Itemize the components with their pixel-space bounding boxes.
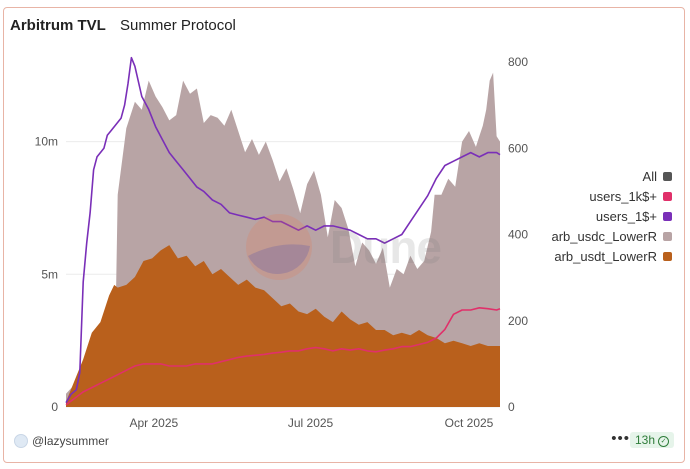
y-right-tick-label: 800: [508, 55, 528, 69]
refresh-age-text: 13h: [634, 433, 655, 447]
legend-item-arb-usdt[interactable]: arb_usdt_LowerR: [551, 246, 672, 266]
legend-swatch-arb-usdt: [663, 251, 672, 261]
dune-logo-icon: [246, 214, 312, 280]
chart-legend: All users_1k$+ users_1$+ arb_usdc_LowerR…: [551, 166, 672, 266]
avatar[interactable]: [14, 434, 28, 448]
legend-item-users-1[interactable]: users_1$+: [551, 206, 672, 226]
legend-item-users-1k[interactable]: users_1k$+: [551, 186, 672, 206]
refresh-age-badge[interactable]: 13h ✓: [629, 432, 674, 448]
legend-label: All: [642, 168, 657, 184]
card-footer: @lazysummer ••• 13h ✓: [14, 430, 680, 452]
y-right-tick-label: 0: [508, 400, 515, 414]
x-tick-label: Apr 2025: [129, 416, 178, 430]
legend-swatch-arb-usdc: [663, 231, 672, 241]
more-options-button[interactable]: •••: [611, 430, 630, 447]
y-right-tick-label: 200: [508, 314, 528, 328]
chart-title: Arbitrum TVL: [10, 17, 106, 34]
y-left-tick-label: 10m: [35, 135, 58, 149]
x-tick-label: Oct 2025: [445, 416, 494, 430]
y-right-tick-label: 600: [508, 141, 528, 155]
legend-item-arb-usdc[interactable]: arb_usdc_LowerR: [551, 226, 672, 246]
line-users-1: [65, 56, 501, 404]
y-left-tick-label: 5m: [41, 267, 58, 281]
line-users-1k: [65, 307, 501, 406]
y-right-tick-label: 400: [508, 228, 528, 242]
x-tick-label: Jul 2025: [288, 416, 334, 430]
author-handle[interactable]: @lazysummer: [32, 434, 109, 448]
legend-swatch-all: [663, 171, 672, 181]
check-circle-icon: ✓: [658, 436, 669, 447]
legend-label: arb_usdt_LowerR: [554, 248, 657, 264]
legend-swatch-users-1: [663, 211, 672, 221]
y-left-tick-label: 0: [51, 400, 58, 414]
legend-item-all[interactable]: All: [551, 166, 672, 186]
chart-header: Arbitrum TVL Summer Protocol: [10, 17, 236, 34]
legend-label: users_1k$+: [589, 188, 657, 204]
legend-swatch-users-1k: [663, 191, 672, 201]
chart-subtitle: Summer Protocol: [120, 17, 236, 34]
legend-label: users_1$+: [595, 208, 657, 224]
legend-label: arb_usdc_LowerR: [551, 228, 657, 244]
watermark-text: Dune: [330, 221, 442, 273]
